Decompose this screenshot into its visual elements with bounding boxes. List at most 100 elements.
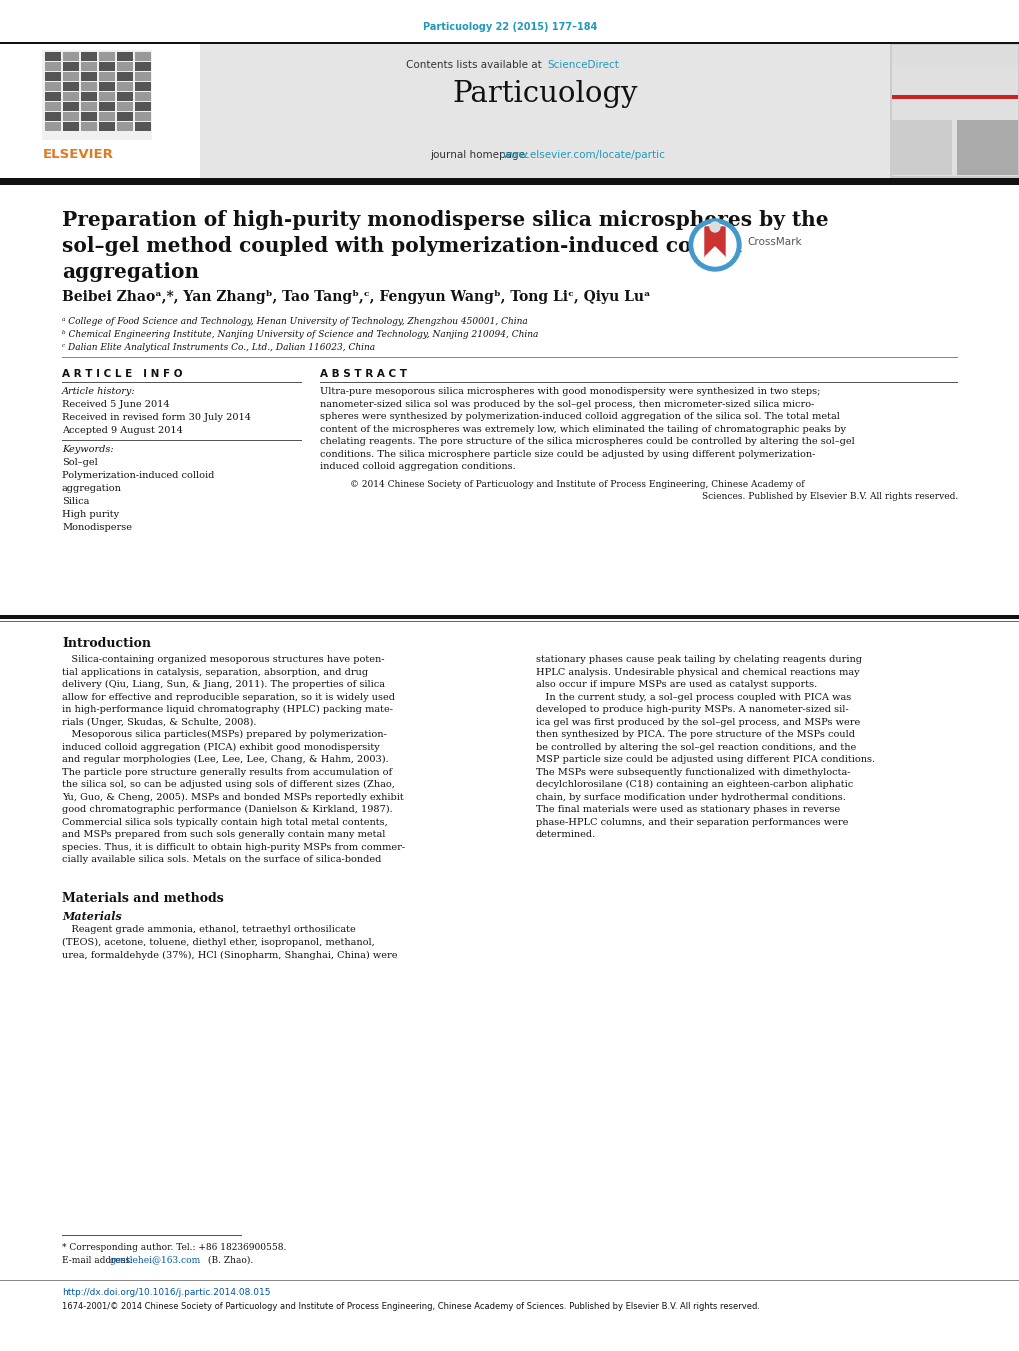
Text: Preparation of high-purity monodisperse silica microspheres by the: Preparation of high-purity monodisperse … — [62, 209, 827, 230]
Text: Materials and methods: Materials and methods — [62, 893, 223, 905]
Text: aggregation: aggregation — [62, 484, 121, 493]
Bar — [63, 101, 78, 111]
Text: In the current study, a sol–gel process coupled with PICA was: In the current study, a sol–gel process … — [535, 693, 851, 701]
Bar — [45, 92, 61, 101]
Text: species. Thus, it is difficult to obtain high-purity MSPs from commer-: species. Thus, it is difficult to obtain… — [62, 843, 405, 851]
Polygon shape — [704, 247, 725, 257]
Bar — [200, 43, 890, 178]
Text: Received 5 June 2014: Received 5 June 2014 — [62, 400, 169, 409]
Bar — [117, 51, 132, 61]
Text: phase-HPLC columns, and their separation performances were: phase-HPLC columns, and their separation… — [535, 817, 848, 827]
Text: Monodisperse: Monodisperse — [62, 523, 131, 532]
Bar — [45, 112, 61, 122]
Bar — [892, 95, 1017, 99]
Text: developed to produce high-purity MSPs. A nanometer-sized sil-: developed to produce high-purity MSPs. A… — [535, 705, 848, 713]
Bar — [81, 112, 97, 122]
Text: chelating reagents. The pore structure of the silica microspheres could be contr: chelating reagents. The pore structure o… — [320, 436, 854, 446]
Circle shape — [688, 219, 740, 272]
Text: allow for effective and reproducible separation, so it is widely used: allow for effective and reproducible sep… — [62, 693, 394, 701]
Text: A R T I C L E   I N F O: A R T I C L E I N F O — [62, 369, 182, 380]
Bar — [63, 62, 78, 72]
Bar — [99, 62, 115, 72]
Text: The particle pore structure generally results from accumulation of: The particle pore structure generally re… — [62, 767, 391, 777]
Bar — [45, 82, 61, 91]
Text: The final materials were used as stationary phases in reverse: The final materials were used as station… — [535, 805, 840, 815]
Text: Contents lists available at: Contents lists available at — [406, 59, 544, 70]
Bar — [42, 50, 152, 141]
Bar — [99, 82, 115, 91]
Text: CrossMark: CrossMark — [746, 236, 801, 247]
Bar — [81, 51, 97, 61]
Bar — [135, 51, 151, 61]
Text: Ultra-pure mesoporous silica microspheres with good monodispersity were synthesi: Ultra-pure mesoporous silica microsphere… — [320, 386, 819, 396]
Text: © 2014 Chinese Society of Particuology and Institute of Process Engineering, Chi: © 2014 Chinese Society of Particuology a… — [350, 480, 804, 489]
Text: be controlled by altering the sol–gel reaction conditions, and the: be controlled by altering the sol–gel re… — [535, 743, 855, 751]
Text: Commercial silica sols typically contain high total metal contents,: Commercial silica sols typically contain… — [62, 817, 387, 827]
Text: decylchlorosilane (C18) containing an eighteen-carbon aliphatic: decylchlorosilane (C18) containing an ei… — [535, 780, 853, 789]
Bar — [63, 92, 78, 101]
Text: cially available silica sols. Metals on the surface of silica-bonded: cially available silica sols. Metals on … — [62, 855, 381, 865]
Bar — [99, 51, 115, 61]
Text: MSP particle size could be adjusted using different PICA conditions.: MSP particle size could be adjusted usin… — [535, 755, 874, 765]
Circle shape — [693, 224, 736, 266]
Bar — [135, 101, 151, 111]
Bar — [45, 122, 61, 131]
Bar — [892, 45, 1017, 176]
Text: stationary phases cause peak tailing by chelating reagents during: stationary phases cause peak tailing by … — [535, 655, 861, 663]
Text: http://dx.doi.org/10.1016/j.partic.2014.08.015: http://dx.doi.org/10.1016/j.partic.2014.… — [62, 1288, 270, 1297]
Text: also occur if impure MSPs are used as catalyst supports.: also occur if impure MSPs are used as ca… — [535, 680, 816, 689]
Bar — [890, 43, 1019, 178]
Circle shape — [709, 222, 719, 232]
Text: then synthesized by PICA. The pore structure of the MSPs could: then synthesized by PICA. The pore struc… — [535, 730, 854, 739]
Bar — [99, 92, 115, 101]
Text: ScienceDirect: ScienceDirect — [546, 59, 619, 70]
Text: 1674-2001/© 2014 Chinese Society of Particuology and Institute of Process Engine: 1674-2001/© 2014 Chinese Society of Part… — [62, 1302, 759, 1310]
Text: Particuology 22 (2015) 177–184: Particuology 22 (2015) 177–184 — [423, 22, 596, 32]
Text: Article history:: Article history: — [62, 386, 136, 396]
Text: (B. Zhao).: (B. Zhao). — [205, 1256, 253, 1265]
Bar — [45, 62, 61, 72]
Text: Accepted 9 August 2014: Accepted 9 August 2014 — [62, 426, 182, 435]
Bar — [892, 120, 951, 176]
Bar — [117, 101, 132, 111]
Text: ica gel was first produced by the sol–gel process, and MSPs were: ica gel was first produced by the sol–ge… — [535, 717, 859, 727]
Text: Mesoporous silica particles(MSPs) prepared by polymerization-: Mesoporous silica particles(MSPs) prepar… — [62, 730, 386, 739]
Bar — [81, 62, 97, 72]
Bar — [135, 92, 151, 101]
Bar — [81, 101, 97, 111]
Text: (TEOS), acetone, toluene, diethyl ether, isopropanol, methanol,: (TEOS), acetone, toluene, diethyl ether,… — [62, 938, 374, 947]
Text: Introduction: Introduction — [62, 638, 151, 650]
Text: aggregation: aggregation — [62, 262, 199, 282]
Bar — [45, 51, 61, 61]
Bar — [81, 92, 97, 101]
Bar — [117, 122, 132, 131]
Text: Sciences. Published by Elsevier B.V. All rights reserved.: Sciences. Published by Elsevier B.V. All… — [701, 492, 957, 500]
Bar — [0, 42, 1019, 43]
Bar — [63, 72, 78, 81]
Text: www.elsevier.com/locate/partic: www.elsevier.com/locate/partic — [502, 150, 665, 159]
Bar — [956, 120, 1017, 176]
Bar — [45, 101, 61, 111]
Bar — [99, 101, 115, 111]
Text: urea, formaldehyde (37%), HCl (Sinopharm, Shanghai, China) were: urea, formaldehyde (37%), HCl (Sinopharm… — [62, 951, 397, 959]
Text: nanometer-sized silica sol was produced by the sol–gel process, then micrometer-: nanometer-sized silica sol was produced … — [320, 400, 813, 408]
Text: Particuology: Particuology — [451, 80, 637, 108]
Text: conditions. The silica microsphere particle size could be adjusted by using diff: conditions. The silica microsphere parti… — [320, 450, 814, 458]
Bar — [892, 45, 1017, 65]
Bar — [81, 72, 97, 81]
Bar — [63, 51, 78, 61]
Bar — [117, 62, 132, 72]
Text: in high-performance liquid chromatography (HPLC) packing mate-: in high-performance liquid chromatograph… — [62, 705, 392, 715]
Bar — [99, 122, 115, 131]
Bar — [135, 72, 151, 81]
Bar — [117, 82, 132, 91]
Text: ᵇ Chemical Engineering Institute, Nanjing University of Science and Technology, : ᵇ Chemical Engineering Institute, Nanjin… — [62, 330, 538, 339]
Text: The MSPs were subsequently functionalized with dimethylocta-: The MSPs were subsequently functionalize… — [535, 767, 850, 777]
Bar — [135, 62, 151, 72]
Text: induced colloid aggregation conditions.: induced colloid aggregation conditions. — [320, 462, 516, 471]
Bar — [117, 72, 132, 81]
Text: sol–gel method coupled with polymerization-induced colloid: sol–gel method coupled with polymerizati… — [62, 236, 741, 255]
Text: Materials: Materials — [62, 911, 121, 921]
Bar — [135, 82, 151, 91]
Text: journal homepage:: journal homepage: — [430, 150, 531, 159]
